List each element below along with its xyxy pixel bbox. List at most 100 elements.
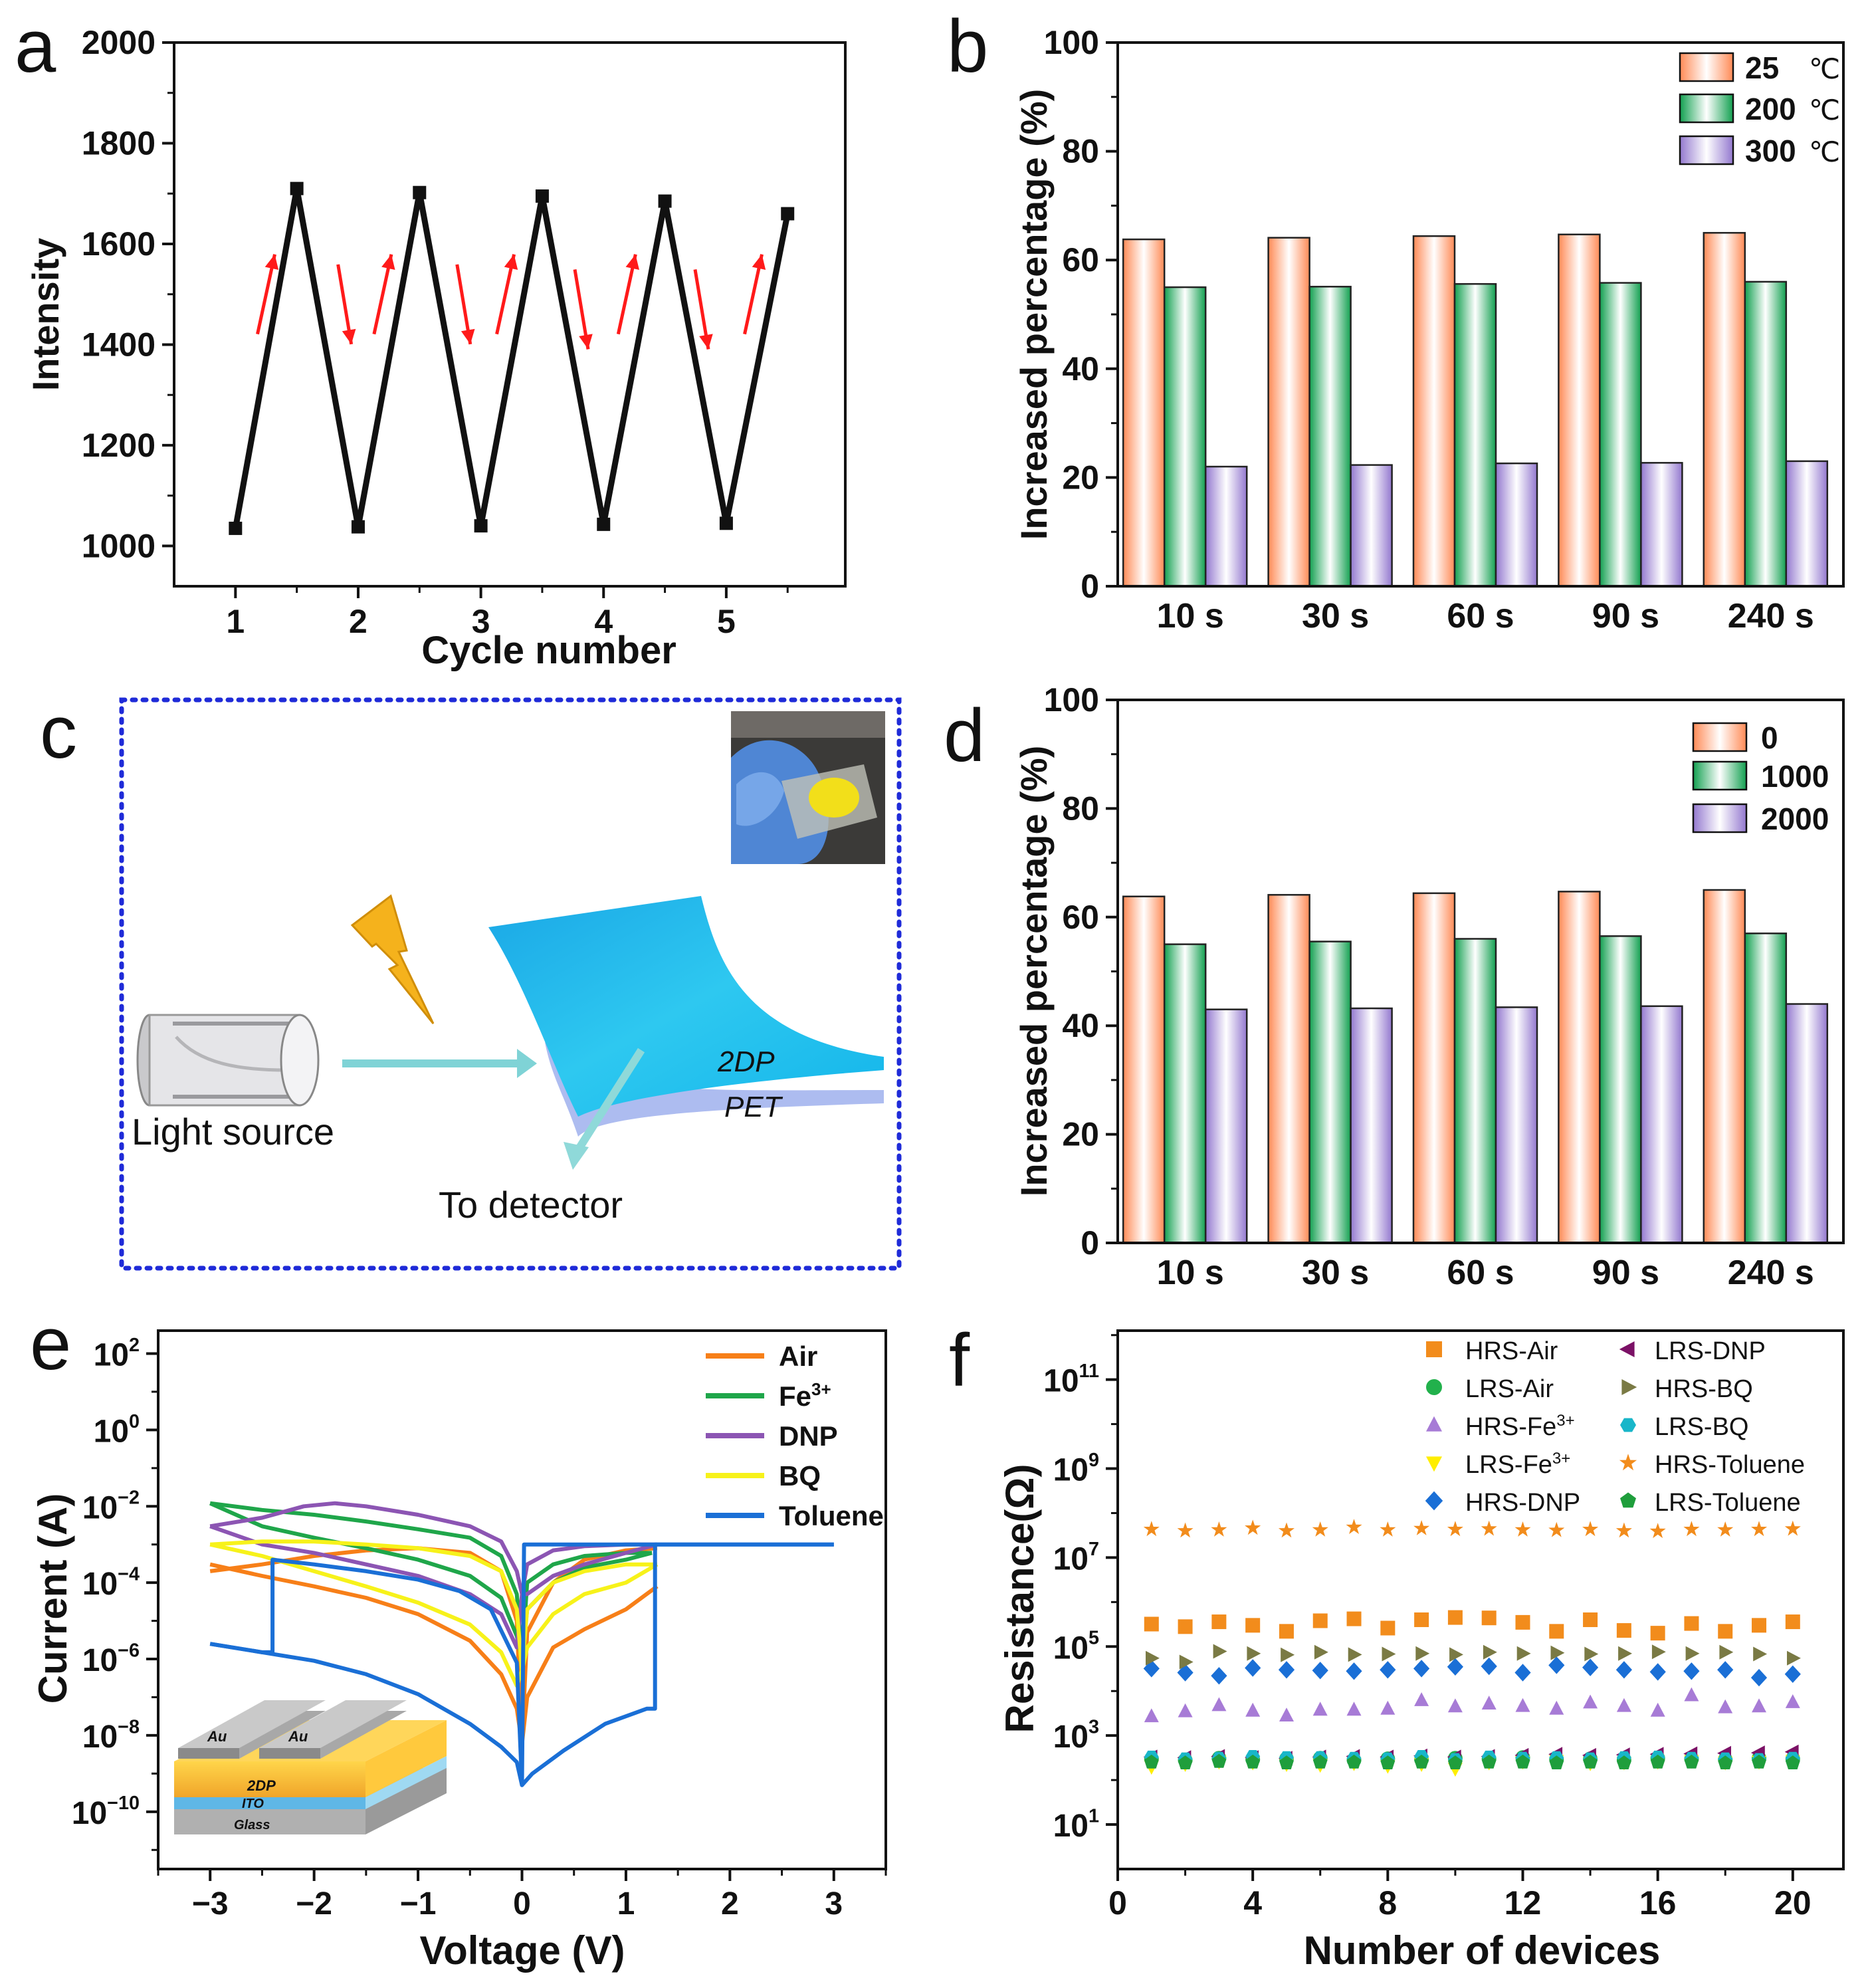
point-hrs-fe bbox=[1549, 1700, 1564, 1715]
y-tick-label: 1000 bbox=[82, 527, 156, 564]
point-lrs-toluene bbox=[1684, 1754, 1699, 1769]
y-tick-label: 1200 bbox=[82, 427, 156, 464]
y-tick-label: 109 bbox=[1053, 1450, 1099, 1488]
x-category-label: 30 s bbox=[1302, 597, 1369, 635]
bar bbox=[1453, 938, 1497, 1244]
legend-label-300: 300 bbox=[1745, 134, 1796, 168]
point-hrs-fe bbox=[1752, 1698, 1766, 1713]
point-hrs-toluene bbox=[1481, 1520, 1497, 1536]
point-hrs-dnp bbox=[1245, 1659, 1261, 1677]
bar bbox=[1495, 1006, 1538, 1244]
y-tick-label: 2000 bbox=[82, 24, 156, 61]
legend-label-1000: 1000 bbox=[1761, 759, 1829, 794]
panel-d-bending-bar-chart: 10 s 30 s 60 s 90 s 240 s 0 20 40 60 80 100 Increa… bbox=[1013, 681, 1845, 1292]
point-hrs-dnp bbox=[1615, 1661, 1632, 1679]
point-hrs-toluene bbox=[1717, 1521, 1734, 1537]
point-hrs-dnp bbox=[1548, 1656, 1565, 1674]
y-axis-label: Current (A) bbox=[31, 1493, 75, 1704]
arrow-head bbox=[264, 254, 279, 271]
point-hrs-air bbox=[1447, 1610, 1463, 1625]
panel-f-resistance-chart: 0 4 8 12 16 20 101 103 105 107 109 1011 Resistance(… bbox=[997, 1329, 1845, 1973]
point-hrs-air bbox=[1785, 1614, 1800, 1630]
x-axis-label: Cycle number bbox=[421, 629, 676, 672]
legend: Air Fe3+ DNP BQ Toluene bbox=[706, 1341, 884, 1531]
point-hrs-air bbox=[1380, 1620, 1396, 1636]
bar bbox=[1495, 462, 1538, 588]
point-hrs-toluene bbox=[1649, 1523, 1666, 1539]
point-hrs-air bbox=[1346, 1611, 1362, 1626]
arrow-head bbox=[699, 334, 713, 350]
legend-label-200: 200 bbox=[1745, 92, 1796, 126]
bar bbox=[1267, 894, 1310, 1244]
x-tick-label: 4 bbox=[594, 603, 613, 640]
point-lrs-toluene bbox=[1752, 1754, 1766, 1769]
point-hrs-bq bbox=[1348, 1647, 1362, 1662]
bar bbox=[1640, 1005, 1683, 1244]
point-hrs-fe bbox=[1380, 1700, 1396, 1715]
point-hrs-bq bbox=[1516, 1646, 1531, 1661]
point-hrs-air bbox=[1178, 1619, 1193, 1634]
beam-in-arrowhead bbox=[517, 1049, 537, 1078]
point-hrs-bq bbox=[1146, 1650, 1160, 1666]
point-hrs-dnp bbox=[1447, 1658, 1463, 1676]
y-tick-label: 102 bbox=[94, 1335, 140, 1373]
bar bbox=[1599, 282, 1642, 588]
point-hrs-fe bbox=[1583, 1694, 1598, 1709]
point-hrs-air bbox=[1616, 1623, 1631, 1638]
bar bbox=[1122, 895, 1166, 1244]
plot-frame bbox=[173, 41, 847, 588]
point-hrs-air bbox=[1414, 1612, 1429, 1627]
sample-photo bbox=[731, 711, 885, 864]
iv-curve-fe bbox=[209, 1501, 652, 1661]
legend-label: LRS-DNP bbox=[1655, 1337, 1766, 1365]
legend-marker bbox=[1426, 1416, 1442, 1432]
point-hrs-bq bbox=[1483, 1644, 1497, 1660]
x-tick-label: −2 bbox=[296, 1886, 332, 1922]
x-tick-label: 2 bbox=[349, 603, 367, 640]
y-axis-label: Increased percentage (%) bbox=[1013, 89, 1055, 540]
point-hrs-fe bbox=[1346, 1702, 1362, 1716]
legend-marker bbox=[1426, 1456, 1442, 1472]
point-hrs-toluene bbox=[1413, 1520, 1430, 1535]
legend-swatch-2000 bbox=[1692, 803, 1748, 833]
point-hrs-air bbox=[1752, 1618, 1767, 1633]
legend-marker bbox=[1620, 1418, 1636, 1432]
bar bbox=[1122, 238, 1166, 588]
point-hrs-fe bbox=[1144, 1708, 1159, 1723]
x-tick-label: 0 bbox=[1108, 1884, 1127, 1922]
legend-marker bbox=[1621, 1379, 1637, 1395]
x-tick-label: 1 bbox=[617, 1886, 635, 1922]
label-to-detector: To detector bbox=[439, 1184, 623, 1226]
point-hrs-bq bbox=[1550, 1645, 1565, 1660]
point-hrs-fe bbox=[1211, 1697, 1227, 1712]
point-hrs-fe bbox=[1178, 1703, 1193, 1717]
x-category-label: 240 s bbox=[1728, 1254, 1814, 1292]
point-hrs-dnp bbox=[1582, 1658, 1599, 1676]
point-hrs-fe bbox=[1245, 1702, 1261, 1717]
y-tick-label: 10−8 bbox=[82, 1716, 140, 1755]
point-hrs-air bbox=[1144, 1616, 1159, 1632]
point-hrs-air bbox=[1211, 1614, 1227, 1630]
x-tick-label: 16 bbox=[1639, 1884, 1677, 1922]
legend-marker bbox=[1619, 1454, 1637, 1471]
point-hrs-dnp bbox=[1380, 1661, 1396, 1679]
point-hrs-toluene bbox=[1143, 1521, 1160, 1537]
x-tick-label: 5 bbox=[717, 603, 736, 640]
point-lrs-toluene bbox=[1211, 1753, 1227, 1768]
light-source-icon bbox=[136, 1014, 320, 1107]
legend-label: HRS-DNP bbox=[1465, 1489, 1580, 1517]
intensity-line bbox=[232, 187, 791, 529]
iv-curve-fe bbox=[209, 1501, 653, 1661]
point-hrs-toluene bbox=[1177, 1522, 1193, 1538]
legend-label: DNP bbox=[779, 1420, 838, 1452]
point-lrs-toluene bbox=[1279, 1755, 1294, 1769]
data-point bbox=[535, 189, 549, 203]
legend-marker bbox=[1425, 1491, 1443, 1511]
bar bbox=[1453, 282, 1497, 588]
y-tick-label: 1400 bbox=[82, 326, 156, 363]
point-hrs-fe bbox=[1616, 1698, 1631, 1712]
y-tick-label: 100 bbox=[1044, 24, 1099, 61]
point-hrs-toluene bbox=[1278, 1522, 1295, 1538]
point-hrs-dnp bbox=[1750, 1668, 1768, 1687]
